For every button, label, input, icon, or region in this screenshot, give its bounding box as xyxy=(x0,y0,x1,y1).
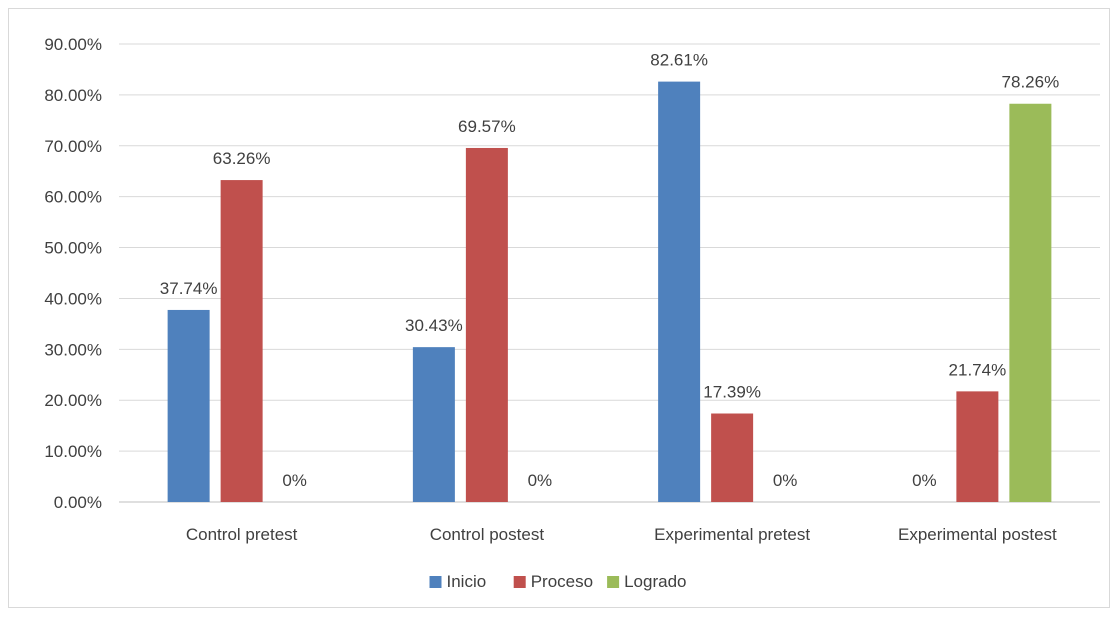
data-label-inicio-3: 82.61% xyxy=(650,51,708,70)
y-tick-label: 50.00% xyxy=(44,239,102,258)
data-label-inicio-2: 30.43% xyxy=(405,316,463,335)
category-label: Control postest xyxy=(430,525,545,544)
legend-label-proceso: Proceso xyxy=(531,572,593,591)
bar-inicio-2 xyxy=(412,347,455,502)
bar-proceso-1 xyxy=(220,180,263,502)
bar-proceso-4 xyxy=(956,391,999,502)
y-tick-label: 10.00% xyxy=(44,442,102,461)
y-tick-label: 20.00% xyxy=(44,391,102,410)
legend-swatch-proceso xyxy=(513,576,526,588)
data-label-proceso-2: 69.57% xyxy=(458,117,516,136)
x-axis-category-labels: Control pretest Control postest Experiment… xyxy=(186,525,1057,544)
y-tick-label: 0.00% xyxy=(54,493,102,512)
y-tick-label: 90.00% xyxy=(44,35,102,54)
bar-proceso-3 xyxy=(711,413,754,502)
data-label-proceso-4: 21.74% xyxy=(949,360,1007,379)
data-label-proceso-3: 17.39% xyxy=(703,383,761,402)
category-label: Control pretest xyxy=(186,525,298,544)
bar-inicio-3 xyxy=(658,81,701,503)
data-label-logrado-4: 78.26% xyxy=(1002,73,1060,92)
y-tick-label: 60.00% xyxy=(44,188,102,207)
bar-inicio-1 xyxy=(167,309,210,502)
data-label-logrado-3: 0% xyxy=(773,471,798,490)
data-label-proceso-1: 63.26% xyxy=(213,149,271,168)
data-labels: 37.74% 63.26% 0% 30.43% 69.57% 0% 82.61% 17.39%… xyxy=(160,51,1059,490)
y-tick-label: 70.00% xyxy=(44,137,102,156)
bar-logrado-4 xyxy=(1009,103,1052,502)
data-label-inicio-1: 37.74% xyxy=(160,279,218,298)
bars xyxy=(167,81,1052,503)
category-label: Experimental postest xyxy=(898,525,1057,544)
legend-swatch-logrado xyxy=(607,576,620,588)
legend-swatch-inicio xyxy=(429,576,442,588)
legend: Inicio Proceso Logrado xyxy=(429,572,686,591)
legend-label-inicio: Inicio xyxy=(447,572,487,591)
y-axis-tick-labels: 0.00% 10.00% 20.00% 30.00% 40.00% 50.00% 60.00… xyxy=(44,35,102,512)
y-tick-label: 80.00% xyxy=(44,86,102,105)
category-label: Experimental pretest xyxy=(654,525,810,544)
data-label-logrado-2: 0% xyxy=(528,471,553,490)
gridlines xyxy=(119,43,1100,503)
y-tick-label: 30.00% xyxy=(44,340,102,359)
legend-label-logrado: Logrado xyxy=(624,572,686,591)
bar-proceso-2 xyxy=(465,147,508,502)
data-label-inicio-4: 0% xyxy=(912,471,937,490)
chart-frame xyxy=(8,8,1110,608)
data-label-logrado-1: 0% xyxy=(282,471,307,490)
y-tick-label: 40.00% xyxy=(44,289,102,308)
